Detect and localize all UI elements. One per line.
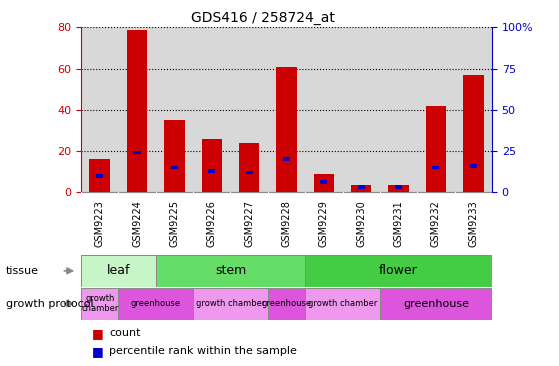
Bar [470, 164, 477, 168]
Bar [351, 185, 372, 192]
Text: growth
chamber: growth chamber [81, 294, 119, 314]
Bar [432, 165, 439, 169]
Text: percentile rank within the sample: percentile rank within the sample [109, 346, 297, 356]
Bar [127, 30, 148, 192]
Text: greenhouse: greenhouse [403, 299, 469, 309]
Bar [239, 143, 259, 192]
Text: GSM9232: GSM9232 [431, 200, 441, 247]
Text: leaf: leaf [107, 264, 130, 277]
Bar [389, 185, 409, 192]
Bar [320, 180, 328, 184]
Text: greenhouse: greenhouse [262, 299, 311, 308]
Text: count: count [109, 328, 140, 338]
Bar [395, 185, 402, 189]
Bar [380, 288, 492, 320]
Text: tissue: tissue [6, 266, 39, 276]
Text: GSM9233: GSM9233 [468, 200, 479, 247]
Text: stem: stem [215, 264, 246, 277]
Bar [193, 288, 268, 320]
Text: growth chamber: growth chamber [308, 299, 377, 308]
Text: growth chamber: growth chamber [196, 299, 265, 308]
Text: ■: ■ [92, 345, 104, 358]
Text: flower: flower [379, 264, 418, 277]
Bar [81, 288, 119, 320]
Text: GSM9225: GSM9225 [169, 200, 179, 247]
Text: growth protocol: growth protocol [6, 299, 93, 309]
Bar [314, 173, 334, 192]
Bar [208, 169, 215, 173]
Text: GDS416 / 258724_at: GDS416 / 258724_at [191, 11, 335, 25]
Bar [171, 165, 178, 169]
Bar [81, 255, 156, 287]
Text: GSM9230: GSM9230 [356, 200, 366, 247]
Bar [164, 120, 184, 192]
Text: greenhouse: greenhouse [131, 299, 181, 308]
Bar [201, 139, 222, 192]
Text: GSM9227: GSM9227 [244, 200, 254, 247]
Text: GSM9223: GSM9223 [94, 200, 105, 247]
Text: GSM9229: GSM9229 [319, 200, 329, 247]
Text: ■: ■ [92, 326, 104, 340]
Bar [463, 75, 484, 192]
Bar [358, 185, 365, 189]
Bar [268, 288, 305, 320]
Bar [96, 174, 103, 178]
Bar [276, 67, 297, 192]
Bar [156, 255, 305, 287]
Bar [245, 171, 253, 174]
Bar [89, 159, 110, 192]
Bar [425, 106, 446, 192]
Bar [305, 255, 492, 287]
Bar [305, 288, 380, 320]
Bar [134, 151, 141, 154]
Text: GSM9224: GSM9224 [132, 200, 142, 247]
Text: GSM9231: GSM9231 [394, 200, 404, 247]
Bar [119, 288, 193, 320]
Text: GSM9228: GSM9228 [282, 200, 291, 247]
Bar [283, 157, 290, 161]
Text: GSM9226: GSM9226 [207, 200, 217, 247]
